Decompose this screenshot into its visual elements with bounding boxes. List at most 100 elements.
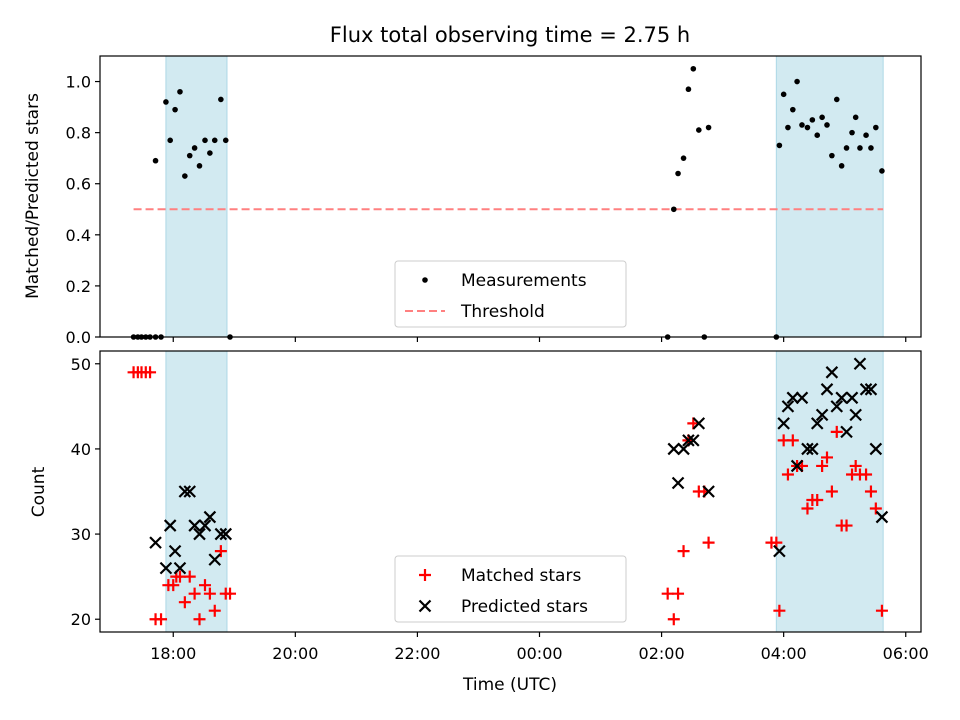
x-tick-label-4: 02:00 xyxy=(639,644,685,663)
predicted-star-point-26 xyxy=(795,391,809,405)
ratio-point-39 xyxy=(809,117,816,123)
counts-y-tick-label-0: 20 xyxy=(71,610,91,629)
predicted-star-point-30 xyxy=(815,408,829,422)
ratio-point-20 xyxy=(222,137,229,144)
predicted-star-point-28 xyxy=(806,442,819,456)
ratio-point-11 xyxy=(177,88,183,95)
x-tick-label-0: 18:00 xyxy=(150,644,196,663)
ratio-y-tick-label-1: 0.2 xyxy=(66,277,91,296)
matched-star-point-23 xyxy=(672,587,685,600)
chart-title: Flux total observing time = 2.75 h xyxy=(330,23,690,47)
predicted-star-point-34 xyxy=(835,391,848,405)
ratio-point-40 xyxy=(814,132,821,138)
matched-star-point-53 xyxy=(875,604,888,617)
ratio-point-14 xyxy=(191,145,198,151)
ratio-point-52 xyxy=(873,124,879,131)
counts-y-tick-label-3: 50 xyxy=(71,355,91,374)
ratio-point-49 xyxy=(857,145,863,151)
counts-y-tick-label-2: 40 xyxy=(71,440,91,459)
ratio-point-23 xyxy=(670,206,677,213)
ratio-point-51 xyxy=(868,145,874,151)
ratio-y-tick-label-3: 0.6 xyxy=(66,175,91,194)
matched-star-point-29 xyxy=(702,536,715,549)
matched-star-point-20 xyxy=(224,587,237,600)
ratio-point-9 xyxy=(167,137,173,144)
predicted-star-point-13 xyxy=(219,527,233,541)
predicted-star-point-20 xyxy=(702,485,715,498)
ratio-point-34 xyxy=(785,124,791,131)
ratio-point-32 xyxy=(776,142,783,149)
predicted-star-point-1 xyxy=(159,561,173,575)
matched-star-point-46 xyxy=(840,519,853,532)
legend-label-measurements: Measurements xyxy=(461,271,587,291)
matched-star-point-8 xyxy=(167,579,180,592)
ratio-legend: Measurements Threshold xyxy=(394,260,627,328)
matched-star-point-4 xyxy=(144,366,157,379)
matched-star-point-35 xyxy=(786,434,799,447)
x-tick-label-2: 22:00 xyxy=(394,644,440,663)
predicted-star-point-11 xyxy=(208,553,222,566)
ratio-shaded-window-0 xyxy=(165,55,228,338)
counts-y-tick-label-1: 30 xyxy=(71,525,91,544)
ratio-point-15 xyxy=(196,163,203,169)
legend-label-predicted-stars: Predicted stars xyxy=(461,597,588,617)
matched-star-point-13 xyxy=(188,587,201,600)
predicted-star-point-7 xyxy=(188,519,201,532)
predicted-star-point-3 xyxy=(168,544,182,558)
counts-shaded-window-0 xyxy=(165,350,228,633)
ratio-point-13 xyxy=(186,152,193,159)
predicted-star-point-18 xyxy=(687,434,700,447)
predicted-star-point-38 xyxy=(853,357,867,371)
predicted-star-point-12 xyxy=(214,527,228,541)
matched-star-point-15 xyxy=(198,579,211,592)
matched-star-point-24 xyxy=(677,545,690,558)
predicted-star-point-40 xyxy=(864,383,878,396)
ratio-point-30 xyxy=(705,124,712,131)
ratio-y-tick-label-5: 1.0 xyxy=(66,73,91,92)
ratio-point-46 xyxy=(843,145,850,151)
legend-marker-matched-stars xyxy=(419,569,431,581)
counts-axes-frame xyxy=(99,350,922,633)
matched-star-point-48 xyxy=(849,459,862,472)
predicted-star-point-2 xyxy=(163,519,177,532)
matched-star-point-44 xyxy=(830,425,843,438)
ratio-point-26 xyxy=(685,86,692,93)
predicted-star-point-0 xyxy=(149,536,162,549)
ratio-point-43 xyxy=(829,152,835,159)
matched-star-point-6 xyxy=(155,613,168,626)
ratio-point-42 xyxy=(824,122,830,128)
predicted-star-point-42 xyxy=(875,510,889,524)
predicted-star-point-6 xyxy=(183,485,197,498)
matched-star-point-50 xyxy=(860,468,873,481)
predicted-star-point-19 xyxy=(692,417,706,430)
matched-star-point-52 xyxy=(869,502,882,515)
predicted-star-point-24 xyxy=(786,391,800,405)
x-axis-label: Time (UTC) xyxy=(462,675,557,695)
legend-marker-measurements xyxy=(422,277,428,283)
matched-star-point-34 xyxy=(781,468,794,481)
matched-star-point-32 xyxy=(773,604,786,617)
ratio-y-tick-label-0: 0.0 xyxy=(66,328,91,347)
ratio-legend-box xyxy=(394,260,627,328)
ratio-point-45 xyxy=(838,163,845,169)
matched-star-point-38 xyxy=(801,502,814,515)
predicted-star-point-36 xyxy=(845,391,859,405)
legend-marker-predicted-stars xyxy=(418,599,432,613)
matched-star-point-14 xyxy=(193,613,206,626)
ratio-y-tick-label-2: 0.4 xyxy=(66,226,91,245)
ratio-y-tick-label-4: 0.8 xyxy=(66,124,91,143)
matched-star-point-11 xyxy=(178,596,191,609)
predicted-star-point-14 xyxy=(667,442,681,456)
ratio-point-12 xyxy=(182,173,188,179)
ratio-axes-frame xyxy=(99,55,922,338)
ratio-point-48 xyxy=(852,114,859,121)
ratio-y-axis-label: Matched/Predicted stars xyxy=(23,93,43,299)
matched-star-point-17 xyxy=(208,604,221,617)
x-tick-label-3: 00:00 xyxy=(516,644,562,663)
predicted-star-point-32 xyxy=(825,366,839,379)
predicted-star-point-22 xyxy=(777,417,790,430)
ratio-point-37 xyxy=(799,122,805,128)
predicted-star-point-21 xyxy=(773,544,786,558)
predicted-star-point-39 xyxy=(859,383,873,396)
